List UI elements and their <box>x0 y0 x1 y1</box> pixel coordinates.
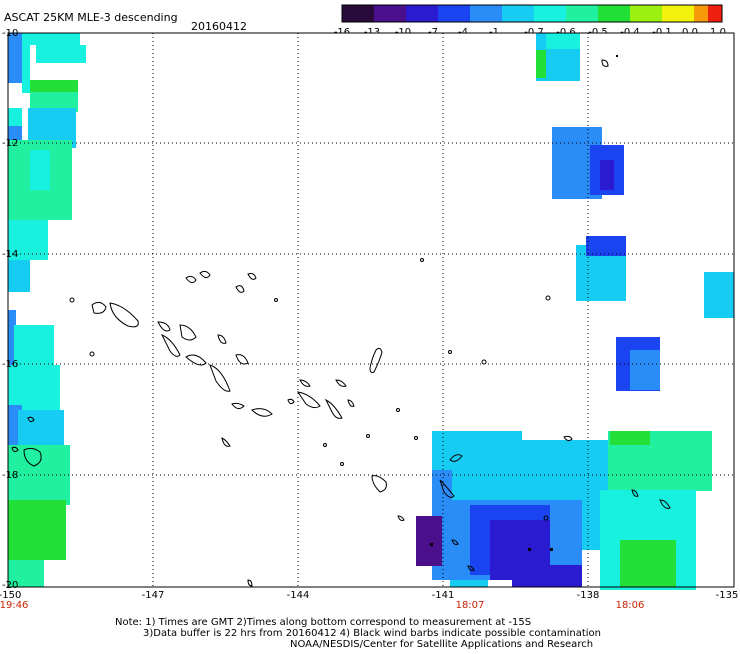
colorbar-swatch-1 <box>374 5 406 22</box>
island-outlines <box>11 59 671 587</box>
colorbar-swatch-3 <box>438 5 470 22</box>
lat-labels: -10 -12 -14 -16 -18 -20 <box>2 28 18 591</box>
colorbar-swatch-11 <box>694 5 708 22</box>
swath-northeast <box>536 33 580 81</box>
colorbar-swatch-5 <box>502 5 534 22</box>
pass-time: 19:46 <box>0 600 28 611</box>
lat-lon-grid <box>8 33 734 587</box>
colorbar-swatch-9 <box>630 5 662 22</box>
pass-times: 19:46 18:07 18:06 <box>0 600 644 611</box>
colorbar-swatch-4 <box>470 5 502 22</box>
lon-label: -138 <box>577 590 600 601</box>
lon-label: -144 <box>287 590 310 601</box>
lon-label: -135 <box>716 590 739 601</box>
lon-label: -141 <box>432 590 455 601</box>
lat-label: -20 <box>2 580 18 591</box>
lat-label: -12 <box>2 138 18 149</box>
swath-west <box>8 33 86 587</box>
note-line-3: NOAA/NESDIS/Center for Satellite Applica… <box>290 639 593 650</box>
lat-label: -18 <box>2 470 18 481</box>
swath-southeast <box>416 431 712 590</box>
lat-label: -16 <box>2 359 18 370</box>
contamination-marks <box>430 55 618 551</box>
lat-label: -10 <box>2 28 18 39</box>
note-line-1: Note: 1) Times are GMT 2)Times along bot… <box>115 617 531 628</box>
colorbar-swatch-2 <box>406 5 438 22</box>
colorbar-swatch-10 <box>662 5 694 22</box>
colorbar-swatch-12 <box>708 5 722 22</box>
pass-time: 18:06 <box>616 600 645 611</box>
colorbar-swatch-7 <box>566 5 598 22</box>
lat-label: -14 <box>2 249 18 260</box>
colorbar-swatch-0 <box>342 5 374 22</box>
colorbar-swatch-6 <box>534 5 566 22</box>
pass-time: 18:07 <box>456 600 485 611</box>
map-date: 20160412 <box>191 20 247 33</box>
footer-notes: Note: 1) Times are GMT 2)Times along bot… <box>115 617 601 650</box>
map-area <box>7 32 735 590</box>
note-line-2: 3)Data buffer is 22 hrs from 20160412 4)… <box>143 628 601 639</box>
lon-label: -147 <box>142 590 165 601</box>
swath-central-east <box>552 127 734 391</box>
colorbar-swatch-8 <box>598 5 630 22</box>
lon-label: -150 <box>0 590 21 601</box>
map-title: ASCAT 25KM MLE-3 descending <box>4 11 178 24</box>
lon-labels: -150 -147 -144 -141 -138 -135 <box>0 590 738 601</box>
